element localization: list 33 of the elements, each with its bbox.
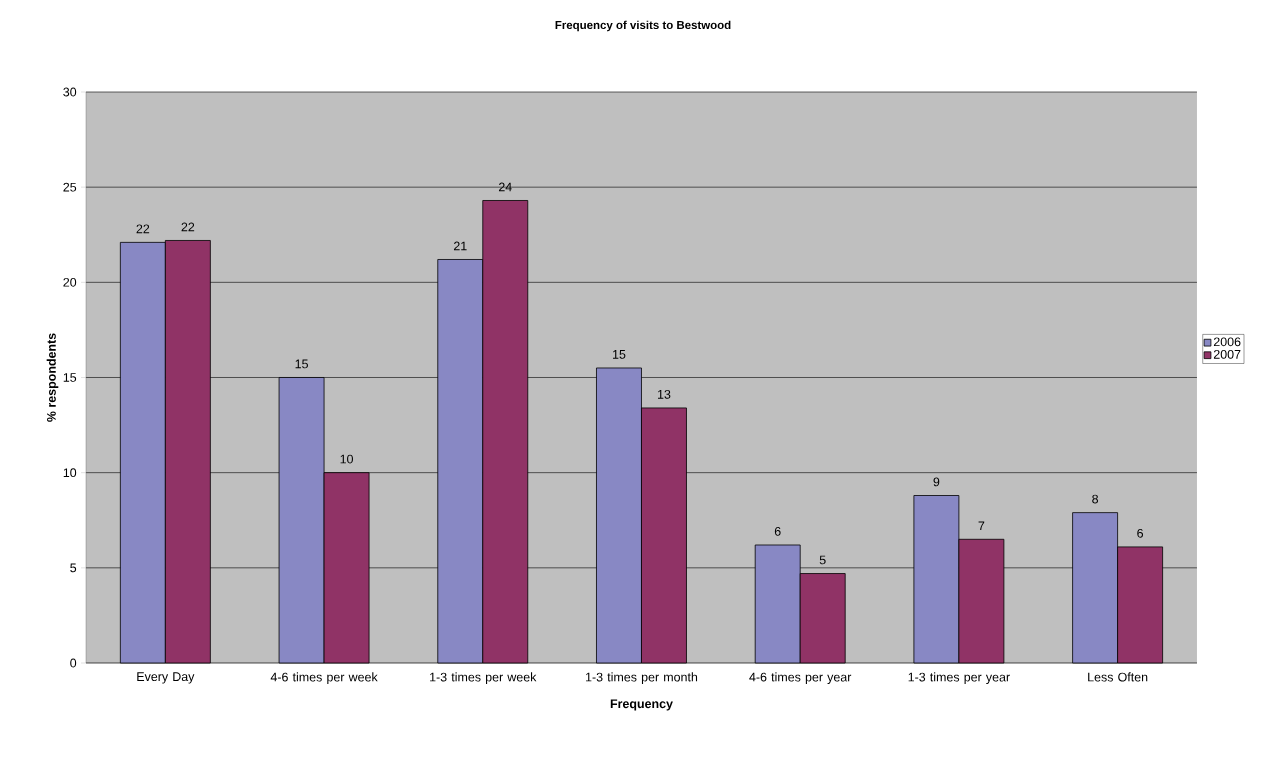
y-tick-label: 5 [70, 563, 77, 573]
data-label: 8 [1092, 494, 1099, 504]
data-label: 6 [774, 526, 781, 536]
data-label: 21 [453, 241, 467, 251]
y-tick-label: 10 [63, 468, 77, 478]
data-label: 6 [1137, 528, 1144, 538]
y-tick-label: 0 [70, 658, 77, 668]
y-axis-title: % respondents [46, 333, 59, 422]
x-tick-label: 4-6 times per year [749, 672, 852, 684]
x-tick-label: 4-6 times per week [270, 672, 378, 684]
data-label: 10 [340, 454, 353, 464]
chart-title: Frequency of visits to Bestwood [555, 20, 731, 32]
x-tick-label: 1-3 times per month [586, 672, 698, 684]
data-label: 15 [295, 359, 308, 369]
y-tick-label: 25 [63, 182, 77, 192]
x-axis-title: Frequency [610, 699, 673, 711]
data-label: 22 [136, 224, 150, 234]
data-label: 13 [658, 389, 671, 399]
x-tick-label: 1-3 times per year [908, 672, 1010, 684]
data-label: 5 [819, 555, 826, 565]
data-label: 9 [933, 477, 940, 487]
data-label: 15 [613, 350, 626, 359]
x-tick-label: Less Often [1088, 672, 1148, 682]
y-tick-label: 30 [63, 87, 77, 97]
data-label: 22 [181, 222, 195, 232]
x-tick-label: Every Day [137, 672, 195, 684]
y-tick-label: 20 [63, 277, 77, 287]
legend-label: 2007 [1213, 349, 1241, 359]
data-label: 24 [498, 182, 512, 192]
y-tick-label: 15 [63, 373, 77, 382]
data-label: 7 [978, 521, 985, 531]
legend-label: 2006 [1213, 337, 1241, 347]
x-tick-label: 1-3 times per week [430, 672, 537, 684]
